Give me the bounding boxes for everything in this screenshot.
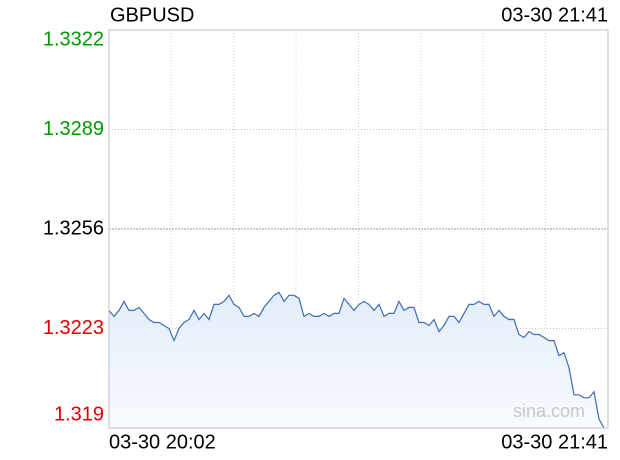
- y-tick-label: 1.3289: [43, 118, 104, 140]
- y-tick-label: 1.3223: [43, 317, 104, 339]
- y-tick-label: 1.3322: [43, 28, 104, 50]
- plot-border: [108, 29, 609, 429]
- y-tick-label: 1.319: [54, 403, 104, 425]
- x-tick-label: 03-30 20:02: [109, 431, 216, 453]
- x-tick-label: 03-30 21:41: [501, 431, 608, 453]
- y-tick-label: 1.3256: [43, 217, 104, 239]
- watermark: sina.com: [513, 401, 585, 421]
- chart-title: GBPUSD: [110, 4, 194, 26]
- timestamp: 03-30 21:41: [501, 4, 608, 26]
- line: [108, 291, 605, 429]
- area: [109, 292, 604, 428]
